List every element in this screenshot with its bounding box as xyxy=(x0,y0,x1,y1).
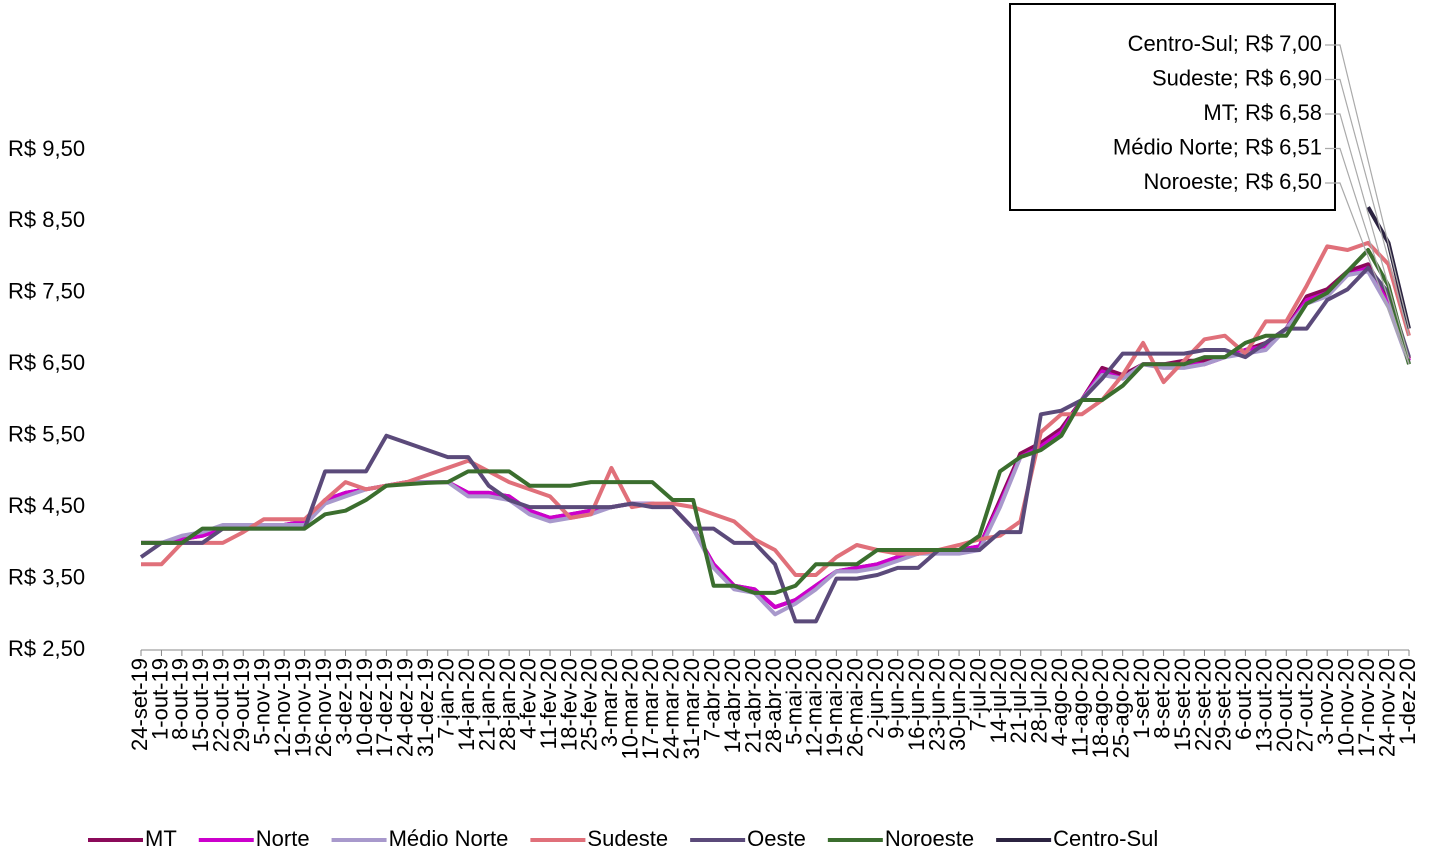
x-tick-label: 22-out-19 xyxy=(209,658,234,752)
series-line xyxy=(141,248,1411,595)
x-tick-label: 19-mai-20 xyxy=(822,658,847,757)
x-tick-label: 7-jul-20 xyxy=(965,658,990,731)
x-tick-label: 20-out-20 xyxy=(1272,658,1297,752)
leader-line xyxy=(1325,147,1410,364)
x-tick-label: 17-nov-20 xyxy=(1354,658,1379,757)
x-tick-label: 24-set-19 xyxy=(127,658,152,751)
x-tick-label: 27-out-20 xyxy=(1293,658,1318,752)
series-line xyxy=(141,269,1411,617)
x-tick-label: 3-dez-19 xyxy=(331,658,356,745)
leader-line xyxy=(1325,182,1410,365)
x-tick-label: 25-ago-20 xyxy=(1108,658,1133,758)
x-tick-label: 21-jul-20 xyxy=(1006,658,1031,744)
x-tick-label: 5-mai-20 xyxy=(781,658,806,745)
x-tick-label: 18-fev-20 xyxy=(556,658,581,751)
x-tick-label: 26-mai-20 xyxy=(843,658,868,757)
x-tick-label: 19-nov-19 xyxy=(290,658,315,757)
x-tick-label: 14-abr-20 xyxy=(720,658,745,753)
x-tick-label: 17-dez-19 xyxy=(372,658,397,757)
x-tick-label: 17-mar-20 xyxy=(638,658,663,759)
x-tick-label: 26-nov-19 xyxy=(311,658,336,757)
x-tick-label: 16-jun-20 xyxy=(904,658,929,751)
x-tick-label: 2-jun-20 xyxy=(863,658,888,739)
legend-label: Noroeste xyxy=(885,826,974,851)
x-tick-label: 8-out-19 xyxy=(168,658,193,740)
series-line xyxy=(139,265,1411,624)
x-tick-label: 4-ago-20 xyxy=(1047,658,1072,746)
x-tick-label: 31-mar-20 xyxy=(679,658,704,759)
x-tick-label: 5-nov-19 xyxy=(250,658,275,745)
x-tick-label: 6-out-20 xyxy=(1231,658,1256,740)
annotation: MT; R$ 6,58 xyxy=(1203,100,1322,125)
x-tick-label: 24-mar-20 xyxy=(659,658,684,759)
y-tick-label: R$ 7,50 xyxy=(8,279,85,304)
x-tick-label: 15-out-19 xyxy=(188,658,213,752)
series-line xyxy=(141,262,1411,610)
leader-line xyxy=(1325,78,1410,336)
x-tick-label: 1-dez-20 xyxy=(1395,658,1420,745)
x-tick-label: 7-abr-20 xyxy=(699,658,724,741)
x-tick-label: 8-set-20 xyxy=(1149,658,1174,739)
annotation-box xyxy=(1009,3,1336,211)
x-tick-label: 23-jun-20 xyxy=(924,658,949,751)
x-tick-label: 28-jan-20 xyxy=(495,658,520,751)
x-tick-label: 9-jun-20 xyxy=(884,658,909,739)
x-tick-label: 10-nov-20 xyxy=(1333,658,1358,757)
x-tick-label: 28-abr-20 xyxy=(761,658,786,753)
x-tick-label: 29-out-19 xyxy=(229,658,254,752)
y-tick-label: R$ 3,50 xyxy=(8,564,85,589)
leader-line xyxy=(1325,44,1410,329)
annotation: Noroeste; R$ 6,50 xyxy=(1143,169,1322,194)
x-tick-label: 12-nov-19 xyxy=(270,658,295,757)
x-tick-label: 24-nov-20 xyxy=(1374,658,1399,757)
x-tick-label: 10-mar-20 xyxy=(618,658,643,759)
legend-label: Sudeste xyxy=(587,826,668,851)
x-tick-label: 14-jan-20 xyxy=(454,658,479,751)
legend-label: MT xyxy=(145,826,177,851)
x-tick-label: 21-abr-20 xyxy=(740,658,765,753)
x-tick-label: 11-ago-20 xyxy=(1068,658,1093,757)
x-tick-label: 10-dez-19 xyxy=(352,658,377,757)
y-tick-label: R$ 2,50 xyxy=(8,636,85,661)
x-tick-label: 22-set-20 xyxy=(1190,658,1215,751)
x-tick-label: 7-jan-20 xyxy=(434,658,459,739)
x-tick-label: 4-fev-20 xyxy=(515,658,540,739)
series-line xyxy=(141,265,1411,610)
x-tick-label: 3-mar-20 xyxy=(597,658,622,747)
legend-label: Centro-Sul xyxy=(1053,826,1158,851)
series-line xyxy=(141,240,1411,577)
legend-label: Norte xyxy=(256,826,310,851)
y-tick-label: R$ 5,50 xyxy=(8,422,85,447)
x-tick-label: 15-set-20 xyxy=(1170,658,1195,751)
x-tick-label: 11-fev-20 xyxy=(536,658,561,749)
x-tick-label: 31-dez-19 xyxy=(413,658,438,757)
x-tick-label: 29-set-20 xyxy=(1211,658,1236,751)
x-tick-label: 13-out-20 xyxy=(1252,658,1277,752)
x-tick-label: 18-ago-20 xyxy=(1088,658,1113,758)
y-tick-label: R$ 9,50 xyxy=(8,136,85,161)
x-tick-label: 14-jul-20 xyxy=(986,658,1011,744)
legend-label: Oeste xyxy=(747,826,806,851)
x-tick-label: 24-dez-19 xyxy=(393,658,418,757)
annotation: Centro-Sul; R$ 7,00 xyxy=(1128,31,1322,56)
x-tick-label: 30-jun-20 xyxy=(945,658,970,751)
y-tick-label: R$ 8,50 xyxy=(8,207,85,232)
y-tick-label: R$ 4,50 xyxy=(8,493,85,518)
x-tick-label: 1-set-20 xyxy=(1129,658,1154,739)
annotation: Sudeste; R$ 6,90 xyxy=(1152,65,1322,90)
x-tick-label: 25-fev-20 xyxy=(577,658,602,751)
x-tick-label: 28-jul-20 xyxy=(1027,658,1052,744)
x-tick-label: 3-nov-20 xyxy=(1313,658,1338,745)
leader-line xyxy=(1325,113,1410,359)
annotation: Médio Norte; R$ 6,51 xyxy=(1113,134,1322,159)
x-tick-label: 12-mai-20 xyxy=(802,658,827,757)
y-tick-label: R$ 6,50 xyxy=(8,350,85,375)
x-tick-label: 1-out-19 xyxy=(147,658,172,740)
x-tick-label: 21-jan-20 xyxy=(474,658,499,751)
legend-label: Médio Norte xyxy=(389,826,509,851)
